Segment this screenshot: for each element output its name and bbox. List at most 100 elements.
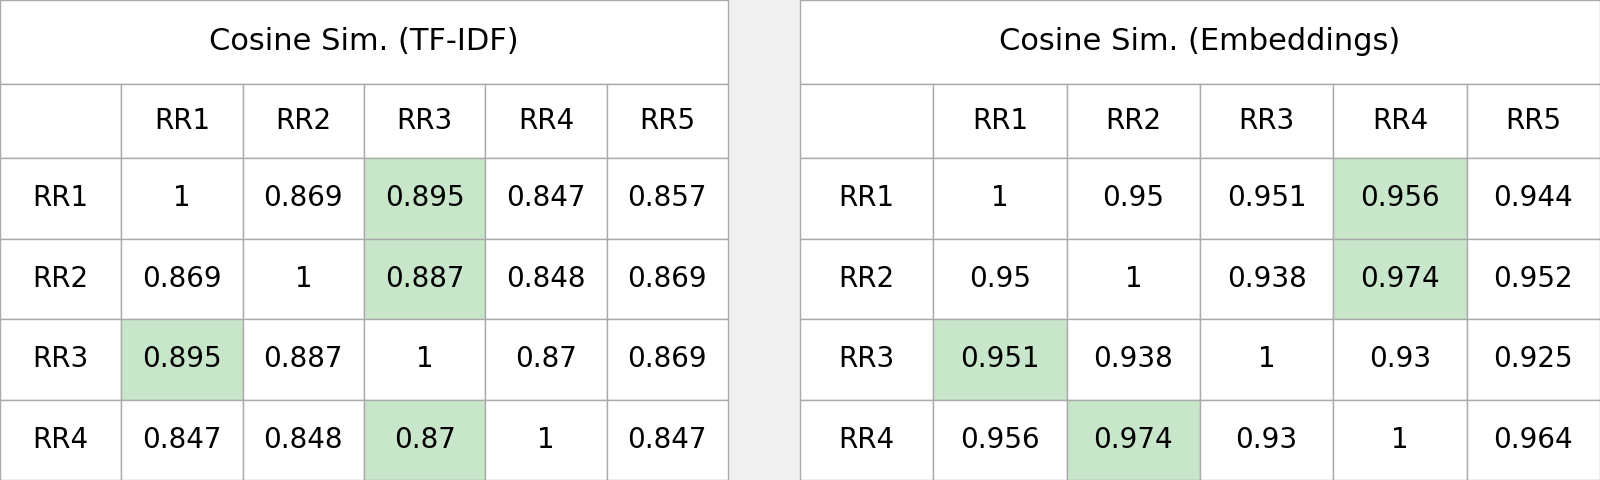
Text: RR4: RR4 — [1371, 107, 1429, 135]
Text: RR1: RR1 — [32, 184, 88, 212]
Text: 0.938: 0.938 — [1093, 345, 1173, 373]
Text: 0.847: 0.847 — [627, 426, 707, 454]
Text: RR4: RR4 — [518, 107, 574, 135]
Bar — [243, 319, 365, 399]
Text: 1: 1 — [1258, 345, 1275, 373]
Bar — [122, 319, 243, 399]
Bar — [243, 84, 365, 158]
Text: RR3: RR3 — [397, 107, 453, 135]
Bar — [1333, 399, 1467, 480]
Bar — [485, 158, 606, 239]
Text: 0.938: 0.938 — [1227, 265, 1307, 293]
Bar — [800, 399, 933, 480]
Text: 0.869: 0.869 — [627, 265, 707, 293]
Bar — [365, 239, 485, 319]
Text: 0.964: 0.964 — [1493, 426, 1573, 454]
Text: 0.848: 0.848 — [506, 265, 586, 293]
Text: 0.974: 0.974 — [1360, 265, 1440, 293]
Bar — [606, 158, 728, 239]
Bar — [1333, 319, 1467, 399]
Text: 0.925: 0.925 — [1493, 345, 1573, 373]
Bar — [365, 158, 485, 239]
Text: 0.956: 0.956 — [1360, 184, 1440, 212]
Bar — [485, 84, 606, 158]
Text: 0.95: 0.95 — [970, 265, 1030, 293]
Text: RR4: RR4 — [32, 426, 88, 454]
Text: RR3: RR3 — [32, 345, 88, 373]
Text: 0.95: 0.95 — [1102, 184, 1165, 212]
Text: 0.869: 0.869 — [627, 345, 707, 373]
Bar — [1067, 399, 1200, 480]
Bar — [606, 84, 728, 158]
Text: 0.944: 0.944 — [1493, 184, 1573, 212]
Bar — [122, 158, 243, 239]
Text: RR3: RR3 — [1238, 107, 1294, 135]
Text: 1: 1 — [1390, 426, 1410, 454]
Bar — [243, 399, 365, 480]
Text: RR3: RR3 — [838, 345, 894, 373]
Text: Cosine Sim. (Embeddings): Cosine Sim. (Embeddings) — [1000, 27, 1400, 57]
Text: 0.895: 0.895 — [386, 184, 464, 212]
Bar — [1200, 158, 1333, 239]
Text: 0.93: 0.93 — [1235, 426, 1298, 454]
Bar — [933, 319, 1067, 399]
Bar — [1067, 239, 1200, 319]
Bar — [0, 0, 728, 84]
Bar — [485, 319, 606, 399]
Text: RR4: RR4 — [838, 426, 894, 454]
Text: 1: 1 — [538, 426, 555, 454]
Text: RR2: RR2 — [838, 265, 894, 293]
Text: RR1: RR1 — [154, 107, 210, 135]
Bar — [1467, 239, 1600, 319]
Bar — [606, 239, 728, 319]
Bar — [365, 319, 485, 399]
Text: 0.848: 0.848 — [264, 426, 342, 454]
Bar — [365, 399, 485, 480]
Bar — [933, 399, 1067, 480]
Text: 0.956: 0.956 — [960, 426, 1040, 454]
Text: 0.93: 0.93 — [1370, 345, 1430, 373]
Bar — [243, 158, 365, 239]
Text: RR1: RR1 — [971, 107, 1029, 135]
Bar — [1467, 319, 1600, 399]
Bar — [1333, 84, 1467, 158]
Bar — [1200, 84, 1333, 158]
Bar — [800, 0, 1600, 84]
Bar — [1200, 319, 1333, 399]
Bar — [1467, 158, 1600, 239]
Bar — [800, 84, 933, 158]
Text: RR1: RR1 — [838, 184, 894, 212]
Text: 0.869: 0.869 — [264, 184, 342, 212]
Text: Cosine Sim. (TF-IDF): Cosine Sim. (TF-IDF) — [210, 27, 518, 57]
Bar — [933, 239, 1067, 319]
Bar — [800, 319, 933, 399]
Bar — [122, 84, 243, 158]
Bar — [800, 158, 933, 239]
Text: 0.869: 0.869 — [142, 265, 222, 293]
Text: 0.951: 0.951 — [1227, 184, 1307, 212]
Text: 0.887: 0.887 — [264, 345, 342, 373]
Bar — [1067, 158, 1200, 239]
Bar — [1467, 399, 1600, 480]
Bar — [606, 319, 728, 399]
Text: 1: 1 — [294, 265, 312, 293]
Bar — [0, 239, 122, 319]
Text: RR5: RR5 — [1506, 107, 1562, 135]
Bar — [243, 239, 365, 319]
Bar — [1333, 239, 1467, 319]
Bar — [365, 84, 485, 158]
Text: 0.887: 0.887 — [386, 265, 464, 293]
Bar — [1333, 158, 1467, 239]
Bar — [1200, 239, 1333, 319]
Bar — [606, 399, 728, 480]
Text: RR2: RR2 — [275, 107, 331, 135]
Text: 0.847: 0.847 — [506, 184, 586, 212]
Bar — [0, 319, 122, 399]
Text: 1: 1 — [990, 184, 1010, 212]
Text: 0.857: 0.857 — [627, 184, 707, 212]
Text: 0.895: 0.895 — [142, 345, 222, 373]
Bar — [1467, 84, 1600, 158]
Bar — [1067, 319, 1200, 399]
Text: RR2: RR2 — [32, 265, 88, 293]
Text: RR5: RR5 — [640, 107, 696, 135]
